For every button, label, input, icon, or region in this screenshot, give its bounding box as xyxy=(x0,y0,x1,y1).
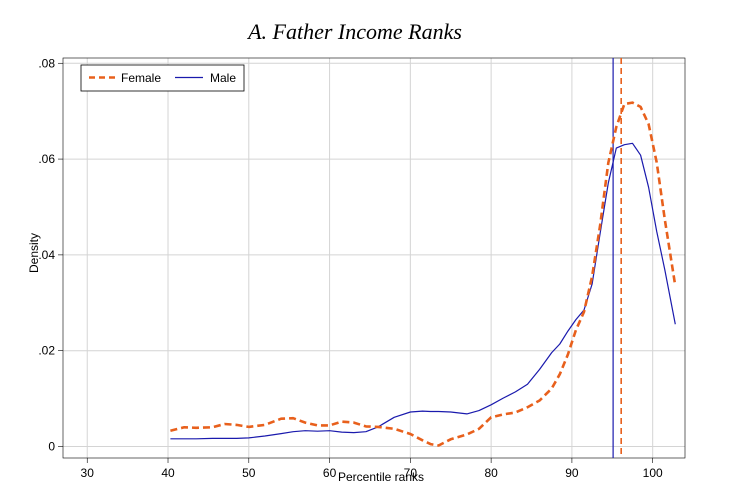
male-density-line xyxy=(170,142,676,440)
legend: Female Male xyxy=(80,64,245,92)
x-tick-label: 40 xyxy=(161,466,175,480)
legend-male-label: Male xyxy=(210,71,236,85)
x-tick-label: 90 xyxy=(565,466,579,480)
y-axis-label: Density xyxy=(27,233,41,273)
y-tick-label: 0 xyxy=(48,440,55,454)
grid xyxy=(63,58,685,458)
mean-lines xyxy=(612,58,622,458)
series-lines xyxy=(170,101,677,447)
x-tick-label: 100 xyxy=(643,466,663,480)
y-tick-label: .08 xyxy=(38,56,55,70)
x-tick-label: 50 xyxy=(242,466,256,480)
x-tick-label: 30 xyxy=(81,466,95,480)
x-axis-label: Percentile ranks xyxy=(338,470,424,484)
x-tick-label: 70 xyxy=(404,466,418,480)
x-axis: 30 40 50 60 70 80 90 100 xyxy=(81,458,663,480)
female-density-line xyxy=(170,101,677,447)
plot-frame xyxy=(62,57,686,459)
y-tick-label: .02 xyxy=(38,344,55,358)
chart-title: A. Father Income Ranks xyxy=(246,19,462,44)
y-tick-label: .04 xyxy=(38,248,55,262)
y-tick-label: .06 xyxy=(38,152,55,166)
y-axis: 0 .02 .04 .06 .08 xyxy=(38,56,63,454)
x-tick-label: 80 xyxy=(484,466,498,480)
legend-box xyxy=(80,64,245,92)
x-tick-label: 60 xyxy=(323,466,337,480)
legend-female-label: Female xyxy=(121,71,161,85)
